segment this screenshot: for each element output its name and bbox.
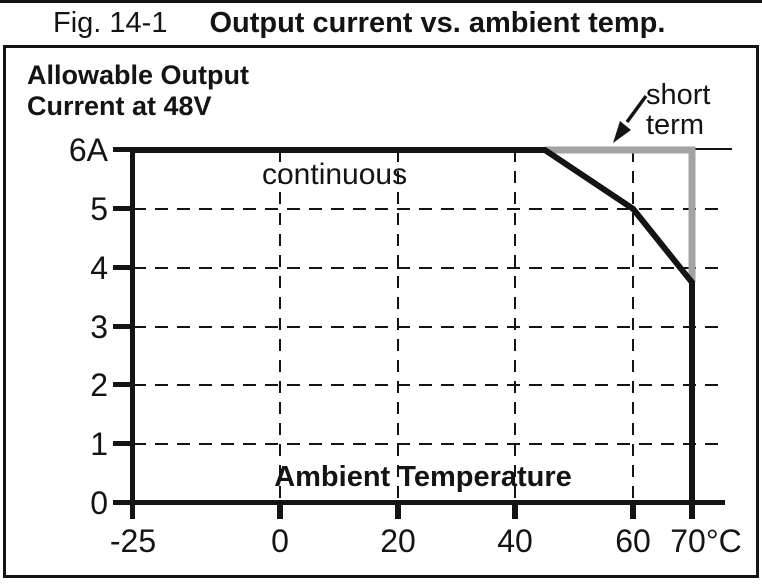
y-axis-title: Allowable Output Current at 48V	[27, 60, 249, 122]
figure-number: Fig. 14-1	[53, 7, 168, 39]
y-axis-title-line1: Allowable Output	[27, 60, 249, 90]
series-line-short-term	[544, 146, 696, 283]
short-term-label-line1: short	[646, 79, 711, 111]
continuous-series-label: continuous	[262, 158, 408, 191]
short-term-series-label: short term	[646, 80, 710, 140]
figure-title: Fig. 14-1 Output current vs. ambient temp…	[53, 6, 665, 40]
x-axis-title: Ambient Temperature	[274, 461, 572, 493]
short-term-label-line2: term	[646, 109, 704, 141]
short-term-arrow-shaft	[625, 94, 648, 124]
short-term-arrowhead	[613, 121, 631, 143]
y-axis-title-line2: Current at 48V	[27, 91, 212, 121]
short-term-arrow	[613, 94, 648, 143]
series-line-continuous	[133, 147, 695, 503]
figure-title-text: Output current vs. ambient temp.	[209, 7, 666, 39]
page-top-rule	[0, 0, 762, 3]
